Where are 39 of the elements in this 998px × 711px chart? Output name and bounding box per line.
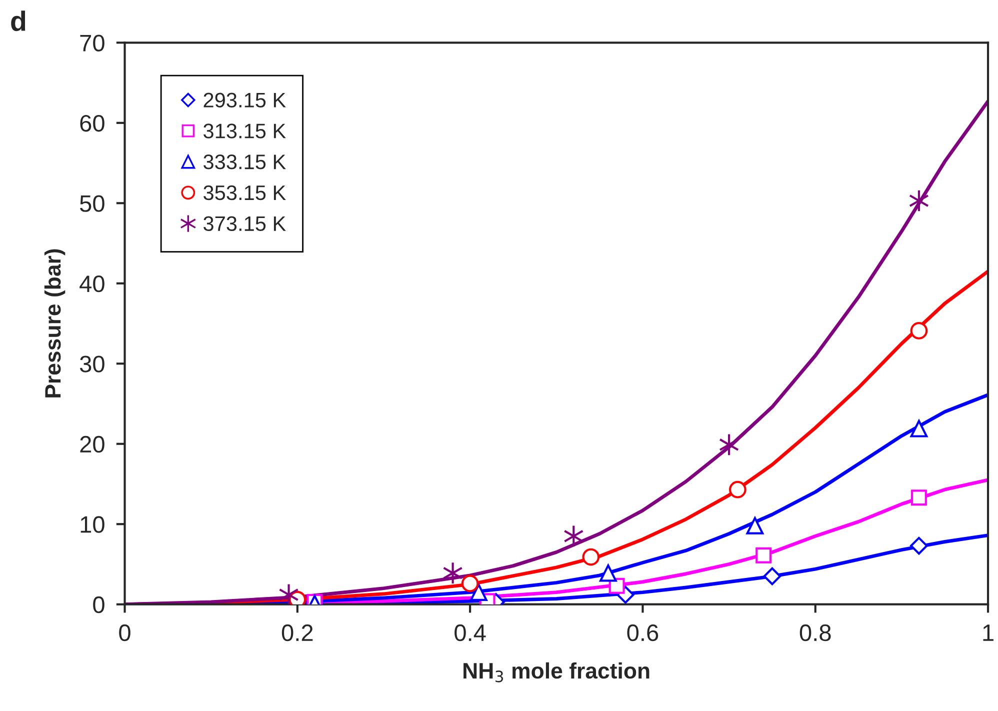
point [746, 517, 764, 534]
point [599, 564, 617, 582]
legend-label: 353.15 K [204, 185, 286, 200]
x-tick-label: 0.2 [282, 624, 313, 642]
x-axis-title: NH$_{3}$ mole fraction [464, 662, 650, 682]
point [278, 583, 299, 604]
x-tick-label: 0.6 [627, 624, 658, 642]
point [756, 547, 772, 564]
point [910, 420, 928, 438]
point [564, 524, 584, 548]
legend-label: 373.15 K [204, 216, 286, 232]
x-tick-label: 0 [119, 624, 130, 642]
point [718, 433, 740, 456]
point [582, 548, 600, 566]
point [608, 578, 625, 594]
point [910, 322, 928, 340]
legend-label: 333.15 K [204, 154, 286, 170]
y-tick-label: 0 [93, 596, 104, 614]
point [442, 562, 463, 585]
point [910, 490, 927, 506]
y-tick-label: 40 [80, 275, 104, 292]
x-tick-label: 0.8 [800, 624, 831, 642]
y-tick-label: 20 [80, 436, 104, 453]
point [461, 574, 479, 592]
y-axis-title: Pressure (bar) [44, 249, 66, 398]
point [763, 567, 782, 586]
y-tick-label: 10 [80, 516, 104, 533]
y-tick-label: 30 [80, 356, 104, 372]
legend-label: 313.15 K [204, 124, 286, 138]
point [470, 584, 488, 601]
point [728, 480, 746, 498]
x-tick-label: 1 [983, 624, 994, 641]
y-tick-label: 60 [80, 114, 104, 132]
x-tick-label: 0.4 [454, 624, 486, 642]
legend-label: 293.15 K [204, 92, 286, 108]
y-tick-label: 50 [80, 195, 104, 212]
chart-title: d [11, 10, 26, 32]
point [910, 536, 928, 555]
y-tick-label: 70 [80, 34, 104, 52]
